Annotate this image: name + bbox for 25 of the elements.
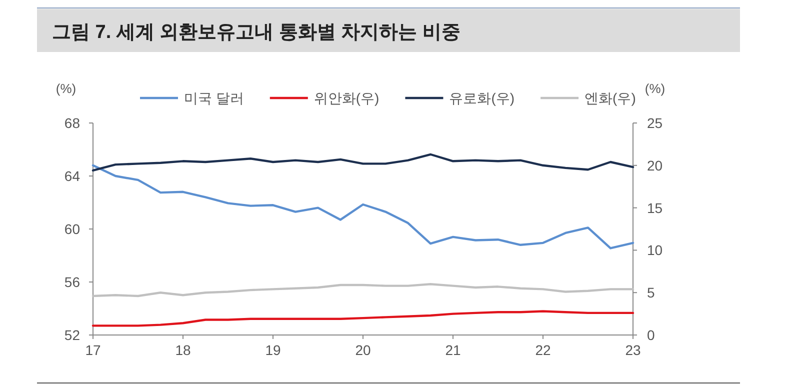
y2-axis-title: (%) [644,81,666,96]
y2-tick-label: 25 [647,115,663,131]
y2-tick-label: 10 [647,242,663,258]
y-axis-title: (%) [56,81,76,96]
y-tick-label: 56 [64,274,80,290]
y2-tick-label: 20 [647,157,663,174]
x-tick-label: 19 [265,342,281,358]
legend-label: 엔화(우) [584,90,636,106]
legend-label: 미국 달러 [184,90,244,106]
y2-tick-label: 0 [647,327,655,343]
chart-title: 그림 7. 세계 외환보유고내 통화별 차지하는 비중 [52,22,461,43]
x-tick-label: 17 [85,342,101,358]
legend-label: 위안화(우) [314,90,380,106]
y-tick-label: 68 [64,115,80,131]
x-tick-label: 20 [355,342,371,358]
x-tick-label: 21 [445,342,461,358]
y-tick-label: 64 [64,168,80,184]
x-tick-label: 23 [625,342,641,358]
x-tick-label: 18 [175,342,191,358]
y2-tick-label: 5 [647,284,655,301]
y-tick-label: 52 [64,327,80,343]
y-tick-label: 60 [64,221,80,237]
y2-tick-label: 15 [647,200,663,216]
x-tick-label: 22 [535,342,551,358]
legend-label: 유로화(우) [449,90,515,106]
